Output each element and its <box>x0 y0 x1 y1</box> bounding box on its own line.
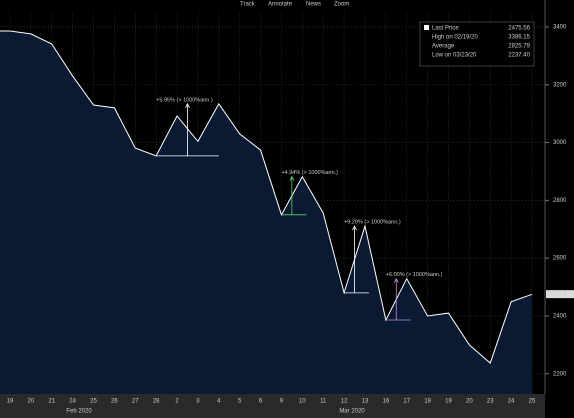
y-tick-label: 3000 <box>553 140 567 146</box>
x-tick-label: 27 <box>132 399 139 405</box>
x-tick-label: 16 <box>382 399 389 405</box>
x-tick-label: 19 <box>7 399 14 405</box>
legend-value: 2237.40 <box>508 53 530 59</box>
y-tick-label: 2800 <box>553 198 567 204</box>
annotation-text: +6.00% (> 1000%ann.) <box>386 272 443 278</box>
annotation-arrow <box>185 102 190 109</box>
x-tick-label: 19 <box>445 399 452 405</box>
x-tick-label: 4 <box>217 399 221 405</box>
y-tick-label: 3400 <box>553 25 567 31</box>
legend-value: 2475.56 <box>508 26 530 32</box>
x-tick-label: 25 <box>529 399 536 405</box>
legend-value: 3386.15 <box>508 35 530 41</box>
x-tick-label: 20 <box>466 399 473 405</box>
x-tick-label: 3 <box>196 399 200 405</box>
y-tick-label: 3200 <box>553 82 567 88</box>
annotation-arrow <box>393 277 399 283</box>
x-tick-label: 28 <box>153 399 160 405</box>
x-tick-label: 17 <box>403 399 410 405</box>
x-axis-band <box>0 394 545 418</box>
annotation-text: +5.95% (> 1000%ann.) <box>156 97 213 103</box>
legend-label: Average <box>432 44 455 50</box>
toolbar-button[interactable]: Track <box>240 2 256 8</box>
price-tag-label: 2475.5 <box>548 292 567 298</box>
x-tick-label: 6 <box>259 399 263 405</box>
annotation-arrow <box>289 175 295 181</box>
legend-label: Low on 03/23/20 <box>432 53 477 59</box>
x-tick-label: 24 <box>69 399 76 405</box>
toolbar-button[interactable]: Zoom <box>334 2 349 8</box>
toolbar-button[interactable]: Annotate <box>268 2 293 8</box>
x-tick-label: 18 <box>424 399 431 405</box>
annotation-arrow <box>352 225 357 231</box>
y-tick-label: 2200 <box>553 371 567 377</box>
x-tick-label: 11 <box>320 399 327 405</box>
annotation-text: +4.94% (> 1000%ann.) <box>281 170 338 176</box>
area <box>0 30 532 394</box>
toolbar-button[interactable]: News <box>306 2 321 8</box>
x-tick-label: 21 <box>48 399 55 405</box>
legend-label: High on 02/19/20 <box>432 35 478 41</box>
x-tick-label: 12 <box>341 399 348 405</box>
y-tick-label: 2400 <box>553 314 567 320</box>
month-label: Feb 2020 <box>66 409 92 415</box>
month-label: Mar 2020 <box>339 409 365 415</box>
line <box>0 30 533 364</box>
x-tick-label: 23 <box>487 399 494 405</box>
legend-box <box>419 21 535 67</box>
x-tick-label: 2 <box>175 399 179 405</box>
legend-swatch <box>424 25 429 30</box>
x-tick-label: 10 <box>299 399 306 405</box>
legend-label: Last Price <box>432 26 459 32</box>
x-tick-label: 13 <box>362 399 369 405</box>
annotation-text: +9.29% (> 1000%ann.) <box>344 220 401 226</box>
legend-value: 2825.79 <box>508 44 530 50</box>
x-tick-label: 20 <box>28 399 35 405</box>
x-tick-label: 26 <box>111 399 118 405</box>
x-tick-label: 5 <box>238 399 242 405</box>
x-tick-label: 25 <box>90 399 97 405</box>
price-tag <box>546 290 574 299</box>
x-tick-label: 24 <box>508 399 515 405</box>
x-tick-label: 9 <box>280 399 284 405</box>
y-tick-label: 2600 <box>553 256 567 262</box>
